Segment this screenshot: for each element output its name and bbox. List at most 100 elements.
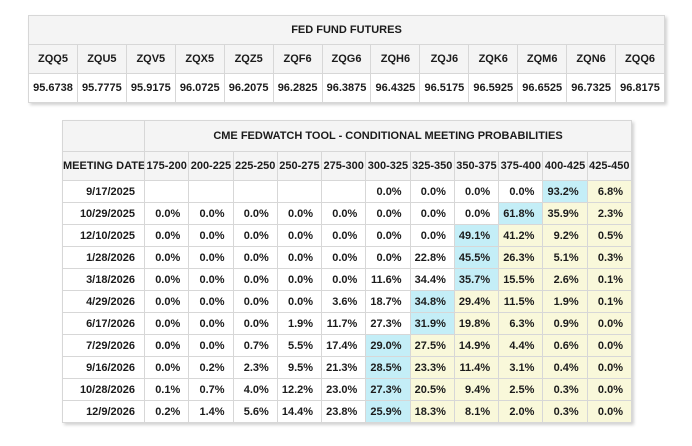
rate-range-header: 350-375 bbox=[453, 151, 500, 181]
probability-cell: 0.0% bbox=[232, 268, 278, 291]
probability-cell: 0.0% bbox=[586, 312, 633, 335]
rate-range-header: 250-275 bbox=[276, 151, 323, 181]
probability-cell: 9.5% bbox=[276, 356, 323, 379]
probability-cell: 2.0% bbox=[498, 400, 544, 423]
meeting-date-cell: 4/29/2026 bbox=[62, 290, 145, 313]
probability-cell: 35.9% bbox=[542, 202, 588, 225]
probability-cell: 26.3% bbox=[498, 246, 544, 269]
probability-cell: 0.0% bbox=[321, 246, 367, 269]
futures-contract-header: ZQH6 bbox=[370, 44, 421, 74]
probability-cell: 19.8% bbox=[453, 312, 500, 335]
probability-cell: 0.0% bbox=[276, 224, 323, 247]
probability-cell: 0.0% bbox=[586, 334, 633, 357]
probability-cell: 0.0% bbox=[188, 334, 234, 357]
probability-cell: 0.7% bbox=[232, 334, 278, 357]
rate-range-header: 400-425 bbox=[542, 151, 588, 181]
fedwatch-column-header-row: MEETING DATE 175-200 200-225 225-250 250-27… bbox=[62, 151, 633, 181]
futures-price-cell: 96.7325 bbox=[566, 73, 617, 103]
probability-cell: 0.0% bbox=[232, 290, 278, 313]
futures-price-cell: 96.5175 bbox=[419, 73, 470, 103]
probability-cell: 2.6% bbox=[542, 268, 588, 291]
meeting-date-header: MEETING DATE bbox=[62, 151, 145, 181]
probability-cell: 0.0% bbox=[276, 246, 323, 269]
probability-cell: 4.0% bbox=[232, 378, 278, 401]
probability-cell: 0.0% bbox=[276, 290, 323, 313]
fedwatch-table-body: 9/17/2025 0.0% 0.0% 0.0% 0.0% 93.2% 6.8% 10/29/… bbox=[62, 180, 633, 423]
probability-cell: 0.4% bbox=[542, 356, 588, 379]
futures-contract-header: ZQK6 bbox=[468, 44, 519, 74]
probability-cell: 34.8% bbox=[409, 290, 455, 313]
probability-cell: 0.0% bbox=[453, 180, 500, 203]
futures-price-cell: 96.2075 bbox=[223, 73, 274, 103]
probability-cell: 41.2% bbox=[498, 224, 544, 247]
futures-table-title: FED FUND FUTURES bbox=[28, 15, 665, 45]
probability-cell: 3.6% bbox=[321, 290, 367, 313]
futures-price-cell: 96.5925 bbox=[468, 73, 519, 103]
probability-cell: 0.7% bbox=[188, 378, 234, 401]
probability-cell: 0.0% bbox=[188, 290, 234, 313]
futures-contract-header: ZQN6 bbox=[566, 44, 617, 74]
probability-cell: 22.8% bbox=[409, 246, 455, 269]
probability-cell: 11.6% bbox=[365, 268, 411, 291]
futures-contract-header: ZQJ6 bbox=[419, 44, 470, 74]
meeting-date-cell: 10/29/2025 bbox=[62, 202, 145, 225]
futures-price-cell: 96.2825 bbox=[272, 73, 323, 103]
probability-cell: 0.0% bbox=[321, 268, 367, 291]
probability-cell: 8.1% bbox=[453, 400, 500, 423]
probability-cell: 61.8% bbox=[498, 202, 544, 225]
futures-contract-header: ZQX5 bbox=[174, 44, 225, 74]
rate-range-header: 275-300 bbox=[321, 151, 367, 181]
rate-range-header: 425-450 bbox=[586, 151, 633, 181]
futures-price-cell: 95.6738 bbox=[28, 73, 78, 103]
probability-cell: 0.2% bbox=[143, 400, 190, 423]
futures-price-cell: 96.0725 bbox=[174, 73, 225, 103]
futures-price-cell: 96.3875 bbox=[321, 73, 372, 103]
probability-cell: 11.7% bbox=[321, 312, 367, 335]
probability-cell bbox=[276, 180, 323, 203]
probability-cell: 23.8% bbox=[321, 400, 367, 423]
meeting-date-cell: 3/18/2026 bbox=[62, 268, 145, 291]
probability-cell: 14.9% bbox=[453, 334, 500, 357]
probability-cell: 2.3% bbox=[232, 356, 278, 379]
probability-cell: 0.0% bbox=[188, 224, 234, 247]
probability-cell: 0.0% bbox=[232, 246, 278, 269]
meeting-row: 4/29/2026 0.0% 0.0% 0.0% 0.0% 3.6% 18.7% 34.8% 2… bbox=[62, 290, 633, 313]
probability-cell: 12.2% bbox=[276, 378, 323, 401]
meeting-row: 7/29/2026 0.0% 0.0% 0.7% 5.5% 17.4% 29.0% 27.5%… bbox=[62, 334, 633, 357]
probability-cell: 29.0% bbox=[365, 334, 411, 357]
probability-cell: 49.1% bbox=[453, 224, 500, 247]
probability-cell: 5.6% bbox=[232, 400, 278, 423]
probability-cell: 0.0% bbox=[409, 224, 455, 247]
rate-range-header: 200-225 bbox=[188, 151, 234, 181]
meeting-row: 10/28/2026 0.1% 0.7% 4.0% 12.2% 23.0% 27.3% 20.… bbox=[62, 378, 633, 401]
probability-cell: 0.0% bbox=[143, 290, 190, 313]
probability-cell: 27.5% bbox=[409, 334, 455, 357]
probability-cell: 0.0% bbox=[321, 202, 367, 225]
probability-cell: 28.5% bbox=[365, 356, 411, 379]
probability-cell: 0.9% bbox=[542, 312, 588, 335]
futures-prices-row: 95.6738 95.7775 95.9175 96.0725 96.2075 96.28… bbox=[28, 73, 665, 103]
probability-cell: 0.0% bbox=[276, 268, 323, 291]
probability-cell: 15.5% bbox=[498, 268, 544, 291]
probability-cell: 0.0% bbox=[232, 224, 278, 247]
probability-cell: 0.0% bbox=[453, 202, 500, 225]
probability-cell: 0.1% bbox=[586, 290, 633, 313]
meeting-row: 1/28/2026 0.0% 0.0% 0.0% 0.0% 0.0% 0.0% 22.8% 45… bbox=[62, 246, 633, 269]
meeting-date-cell: 1/28/2026 bbox=[62, 246, 145, 269]
probability-cell: 0.0% bbox=[143, 312, 190, 335]
probability-cell: 9.4% bbox=[453, 378, 500, 401]
probability-cell: 23.0% bbox=[321, 378, 367, 401]
probability-cell: 0.1% bbox=[143, 378, 190, 401]
probability-cell: 35.7% bbox=[453, 268, 500, 291]
probability-cell: 0.0% bbox=[586, 356, 633, 379]
probability-cell: 0.0% bbox=[143, 334, 190, 357]
meeting-date-cell: 10/28/2026 bbox=[62, 378, 145, 401]
probability-cell: 0.0% bbox=[188, 202, 234, 225]
probability-cell: 6.3% bbox=[498, 312, 544, 335]
probability-cell: 0.1% bbox=[586, 268, 633, 291]
probability-cell: 1.4% bbox=[188, 400, 234, 423]
rate-range-header: 175-200 bbox=[143, 151, 190, 181]
meeting-row: 10/29/2025 0.0% 0.0% 0.0% 0.0% 0.0% 0.0% 0.0% 0.… bbox=[62, 202, 633, 225]
probability-cell: 0.2% bbox=[188, 356, 234, 379]
